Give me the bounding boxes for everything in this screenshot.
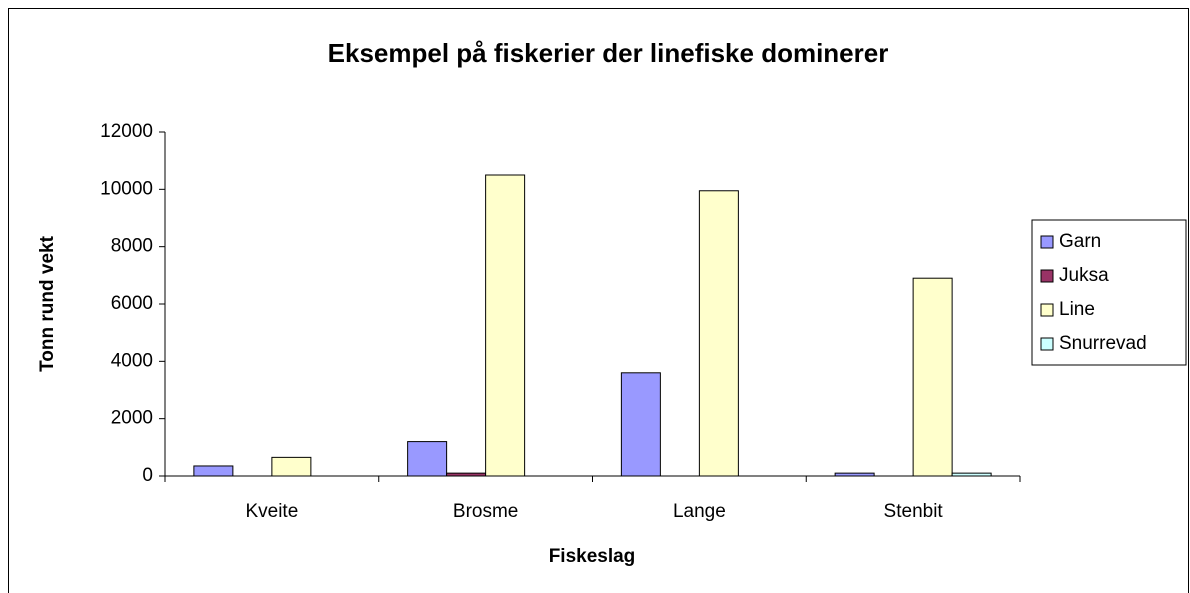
- x-tick-label: Brosme: [453, 501, 518, 522]
- bar: [620, 372, 661, 477]
- bar: [271, 456, 312, 477]
- bar: [834, 472, 875, 477]
- bar: [193, 465, 234, 477]
- legend-swatch: [1040, 303, 1054, 317]
- y-tick-label: 0: [142, 465, 153, 486]
- x-tick-label: Stenbit: [884, 501, 944, 522]
- x-tick-label: Kveite: [245, 501, 298, 522]
- bar: [407, 441, 448, 477]
- bar: [446, 472, 487, 477]
- chart-border: [8, 8, 1189, 593]
- x-axis-label: Fiskeslag: [549, 546, 636, 567]
- y-axis-label: Tonn rund vekt: [37, 235, 58, 371]
- legend-swatch: [1040, 235, 1054, 249]
- legend-swatch: [1040, 337, 1054, 351]
- legend-label: Juksa: [1059, 265, 1109, 286]
- legend-swatch: [1040, 269, 1054, 283]
- legend-box: [1031, 219, 1187, 366]
- legend-label: Snurrevad: [1059, 333, 1147, 354]
- y-tick-label: 8000: [111, 236, 153, 257]
- legend-label: Garn: [1059, 231, 1101, 252]
- bar: [698, 190, 739, 477]
- bar: [912, 277, 953, 477]
- y-tick-label: 10000: [100, 178, 153, 199]
- bar: [485, 174, 526, 477]
- bar: [951, 472, 992, 477]
- y-tick-label: 12000: [100, 121, 153, 142]
- chart-title: Eksempel på fiskerier der linefiske domi…: [328, 38, 889, 68]
- y-tick-label: 4000: [111, 350, 153, 371]
- legend-label: Line: [1059, 299, 1095, 320]
- x-tick-label: Lange: [673, 501, 726, 522]
- y-tick-label: 2000: [111, 408, 153, 429]
- y-tick-label: 6000: [111, 293, 153, 314]
